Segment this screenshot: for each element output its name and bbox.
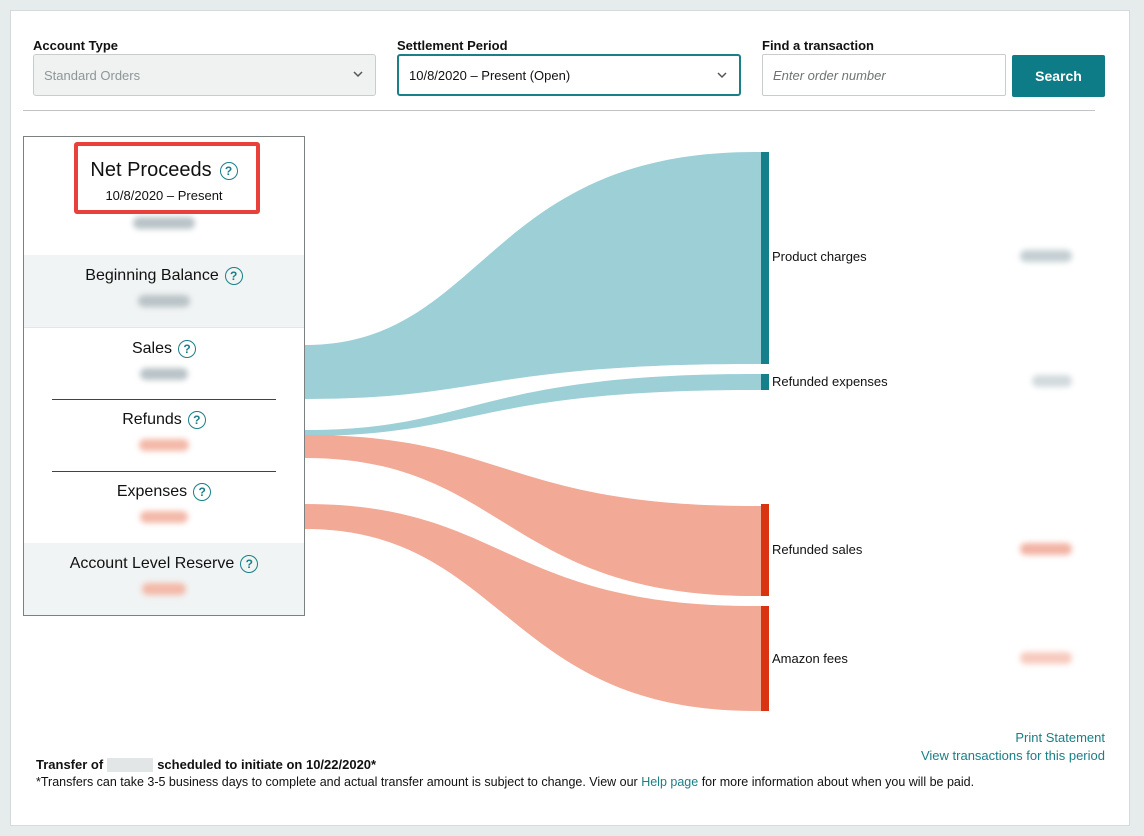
beginning-balance-section: Beginning Balance ? [24,255,304,327]
expenses-section: Expenses ? [24,471,304,543]
find-transaction-label: Find a transaction [762,38,874,53]
net-proceeds-amount-redacted [133,217,195,229]
help-icon[interactable]: ? [178,340,197,358]
product-charges-amount-redacted [1020,250,1072,262]
account-type-label: Account Type [33,38,118,53]
settlement-period-label: Settlement Period [397,38,508,53]
account-level-reserve-amount-redacted [142,583,186,595]
transfer-notice: Transfer of scheduled to initiate on 10/… [36,757,376,772]
section-divider [52,471,276,472]
settlement-period-select[interactable]: 10/8/2020 – Present (Open) [397,54,741,96]
expenses-to-amazon-fees-flow [305,504,762,711]
print-statement-link[interactable]: Print Statement [1015,730,1105,745]
sales-to-refunded-expenses-flow [305,374,762,436]
chevron-down-icon [717,72,727,79]
view-transactions-link[interactable]: View transactions for this period [920,748,1105,763]
net-proceeds-highlight-box [74,142,260,214]
category-product-charges: Product charges [772,249,867,264]
refunded-expenses-amount-redacted [1032,375,1072,387]
disclaimer-prefix: *Transfers can take 3-5 business days to… [36,775,638,789]
refunds-title: Refunds [122,411,182,428]
transfer-amount-redacted [107,757,154,772]
sales-section: Sales ? [24,327,304,399]
sales-to-product-charges-flow [305,152,762,399]
help-page-link[interactable]: Help page [641,775,699,789]
net-proceeds-period: 10/8/2020 – Present [105,188,223,203]
net-proceeds-section: Net Proceeds ? 10/8/2020 – Present [24,137,304,255]
amazon-fees-node [761,606,769,711]
amazon-fees-amount-redacted [1020,652,1072,664]
refunds-section: Refunds ? [24,399,304,471]
account-type-value: Standard Orders [44,67,141,83]
refunded-sales-node [761,504,769,596]
account-level-reserve-section: Account Level Reserve ? [24,543,304,615]
refunds-amount-redacted [139,439,189,451]
refunded-sales-amount-redacted [1020,543,1072,555]
section-divider [52,399,276,400]
expenses-title: Expenses [116,483,188,500]
category-refunded-expenses: Refunded expenses [772,374,888,389]
category-amazon-fees: Amazon fees [772,651,848,666]
settlement-period-value: 10/8/2020 – Present (Open) [409,67,571,83]
search-button[interactable]: Search [1012,55,1105,97]
account-type-select[interactable]: Standard Orders [33,54,376,96]
sales-amount-redacted [140,368,188,380]
sales-title: Sales [131,340,173,357]
beginning-balance-title: Beginning Balance [85,267,219,284]
beginning-balance-amount-redacted [138,295,190,307]
help-icon[interactable]: ? [224,267,243,285]
category-refunded-sales: Refunded sales [772,542,863,557]
refunded-expenses-node [761,374,769,390]
net-proceeds-title: Net Proceeds [90,159,212,181]
transfer-suffix: scheduled to initiate on 10/22/2020* [157,757,377,772]
account-level-reserve-title: Account Level Reserve [69,555,235,572]
help-icon[interactable]: ? [187,411,206,429]
transfer-disclaimer: *Transfers can take 3-5 business days to… [36,775,974,789]
help-icon[interactable]: ? [240,555,259,573]
chevron-down-icon [353,71,363,78]
transfer-prefix: Transfer of [36,757,104,772]
header-divider [23,110,1095,111]
expenses-amount-redacted [140,511,188,523]
help-icon[interactable]: ? [219,161,238,180]
summary-panel: Net Proceeds ? 10/8/2020 – Present Begin… [23,136,305,616]
help-icon[interactable]: ? [193,483,212,501]
order-number-input[interactable] [762,54,1006,96]
refunds-to-refunded-sales-flow [305,435,762,596]
disclaimer-suffix: for more information about when you will… [701,775,975,789]
product-charges-node [761,152,769,364]
proceeds-sankey-chart [305,152,769,711]
